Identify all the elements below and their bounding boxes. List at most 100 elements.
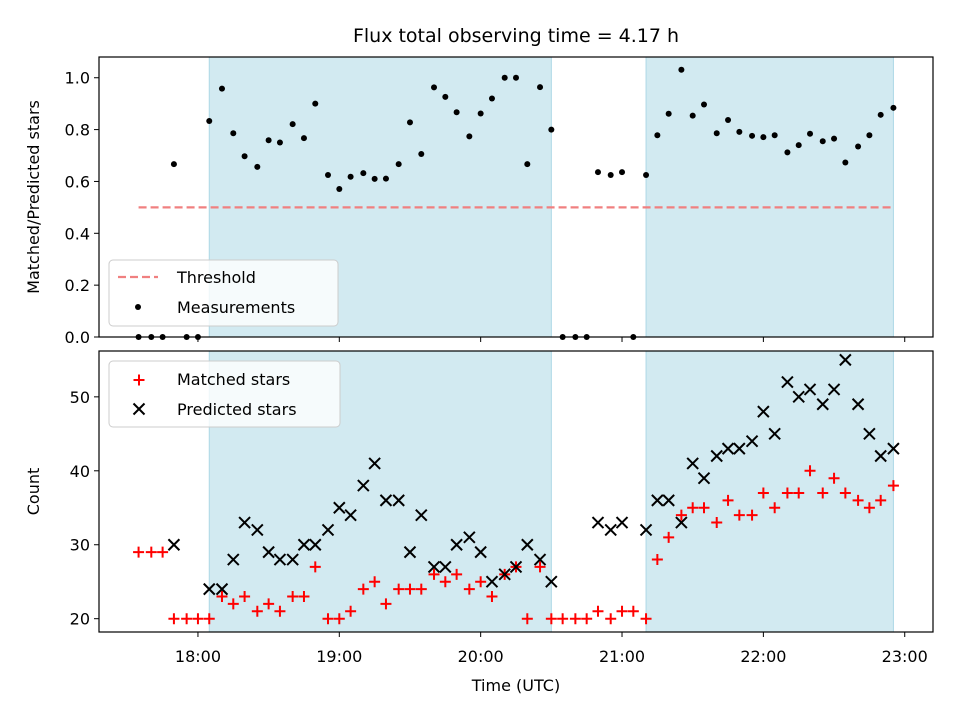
measurement-point [831,135,838,142]
legend-measurements-label: Measurements [177,298,295,317]
matched-star-point [168,613,180,625]
matched-star-point [393,583,405,595]
matched-star-point [545,613,557,625]
predicted-star-point [591,516,605,529]
predicted-star-point [697,471,711,485]
predicted-star-point [509,560,523,574]
matched-star-point [263,598,275,610]
matched-star-point [192,613,204,625]
matched-star-point [287,591,299,603]
matched-star-point [369,576,381,588]
measurement-point [855,143,862,150]
top-y-tick-label: 0.2 [65,276,90,295]
predicted-star-point [686,457,699,470]
matched-star-point [227,598,239,610]
predicted-star-point [379,494,393,507]
predicted-star-point [851,398,865,411]
matched-star-point [475,576,487,588]
predicted-star-point [781,375,794,389]
bottom-legend-box [108,360,341,428]
measurement-point [654,132,661,139]
matched-star-point [415,583,427,595]
measurement-point [736,128,743,135]
measurement-point [665,110,672,117]
legend-matched-label: Matched stars [177,370,290,389]
predicted-star-point [227,553,240,566]
legend-threshold-label: Threshold [176,268,256,287]
matched-star-point [746,509,758,521]
matched-star-point [439,576,451,588]
measurement-point [347,173,354,180]
measurement-point [431,84,438,91]
matched-star-point [357,583,369,595]
measurement-point [513,74,519,81]
bottom-shade-1 [645,350,894,633]
measurement-point [230,130,237,137]
x-tick-label: 18:00 [175,647,221,666]
bottom-y-axis-title: Count [24,468,43,516]
matched-star-point [839,487,851,499]
measurement-point [749,132,756,139]
matched-star-point [380,598,392,610]
top-y-tick-label: 0.6 [65,172,90,191]
x-axis-title: Time (UTC) [471,676,560,695]
predicted-star-point [639,523,653,537]
matched-star-point [887,480,899,492]
predicted-star-point [721,442,735,455]
predicted-star-point [615,516,629,529]
x-tick-label: 22:00 [740,647,786,666]
predicted-star-point [321,523,335,537]
legend-matched-swatch [133,374,145,386]
measurement-point [819,138,826,145]
measurement-point [760,134,767,141]
matched-star-point [463,583,475,595]
matched-star-point [733,509,745,521]
predicted-star-point [427,560,441,574]
matched-star-point [711,517,723,529]
predicted-star-point [816,398,829,411]
predicted-star-point [545,575,558,588]
chart-title: Flux total observing time = 4.17 h [353,25,679,47]
matched-star-point [309,561,321,573]
matched-star-point [557,613,569,625]
predicted-star-point [757,405,770,418]
predicted-star-point [297,538,311,551]
predicted-star-point [344,508,357,522]
measurement-point [537,84,544,91]
predicted-star-point [887,442,900,455]
matched-star-point [145,546,157,558]
matched-star-point [875,494,887,506]
predicted-star-point [238,516,251,529]
predicted-star-point [675,516,688,529]
matched-star-point [663,531,675,543]
measurement-point [382,175,389,182]
predicted-star-point [768,427,781,441]
measurement-point [866,132,873,139]
legend-predicted-label: Predicted stars [177,400,297,419]
measurement-point [548,126,555,133]
matched-star-point [216,591,228,603]
bottom-legend: Matched stars Predicted stars [108,360,341,428]
measurement-point [336,185,343,192]
top-y-axis-title: Matched/Predicted stars [24,100,43,294]
predicted-star-point [439,560,452,574]
predicted-star-point [286,553,299,566]
predicted-star-point [792,390,805,404]
bottom-y-tick-label: 20 [70,610,90,629]
measurement-point [206,118,213,125]
predicted-star-point [474,545,487,559]
top-legend-box [108,259,339,327]
predicted-star-point [604,523,617,537]
matched-star-point [521,613,533,625]
predicted-star-point [450,538,463,551]
predicted-star-point [863,427,876,441]
predicted-star-point [463,531,476,544]
top-y-tick-label: 1.0 [65,69,90,88]
measurement-point [842,159,849,166]
measurement-point [453,109,460,116]
measurement-point [488,95,495,102]
measurement-point [324,171,331,178]
predicted-star-point [710,449,723,463]
measurement-point [501,74,508,81]
matched-star-point [274,605,286,617]
